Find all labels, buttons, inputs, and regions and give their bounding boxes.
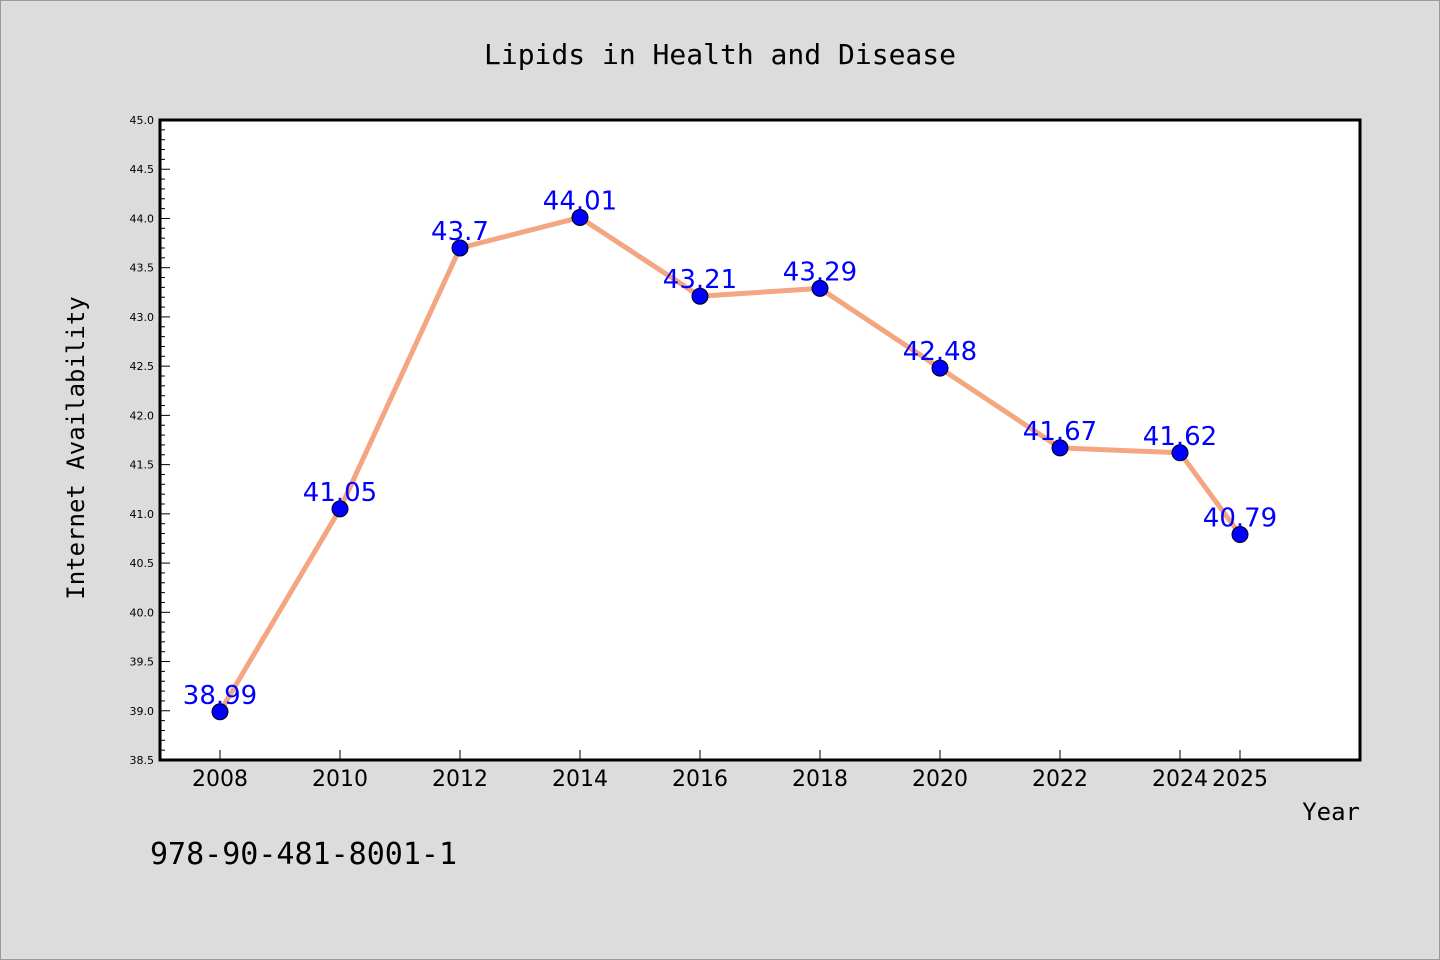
data-label: 44.01 — [543, 186, 617, 216]
y-tick-label: 38.5 — [130, 754, 155, 767]
y-tick-label: 41.0 — [130, 508, 155, 521]
x-tick-label: 2024 — [1152, 767, 1208, 792]
data-point — [331, 500, 349, 518]
y-tick-label: 43.0 — [130, 311, 155, 324]
x-tick-label: 2022 — [1032, 767, 1088, 792]
plot-frame — [158, 118, 1362, 762]
data-label: 42.48 — [903, 337, 977, 367]
y-tick-label: 39.5 — [130, 656, 155, 669]
data-point — [211, 703, 229, 721]
x-tick-label: 2018 — [792, 767, 848, 792]
series-line — [217, 214, 1243, 715]
y-tick-label: 40.0 — [130, 606, 155, 619]
x-tick-label: 2014 — [552, 767, 608, 792]
y-axis-label: Internet Availability — [62, 296, 90, 599]
x-tick-label: 2012 — [432, 767, 488, 792]
y-tick-label: 39.0 — [130, 705, 155, 718]
data-point — [1051, 439, 1069, 457]
plot-area — [160, 120, 1360, 760]
y-tick-label: 42.0 — [130, 409, 155, 422]
data-label: 43.21 — [663, 265, 737, 295]
x-tick-label: 2025 — [1212, 767, 1268, 792]
x-tick-label: 2008 — [192, 767, 248, 792]
data-point — [1231, 526, 1249, 544]
data-point — [811, 279, 829, 297]
y-tick-label: 43.5 — [130, 262, 155, 275]
data-label: 41.05 — [303, 478, 377, 508]
series-layer: 38.99 41.05 43.7 44.01 43.21 43.29 42.48 41.67 4… — [183, 186, 1277, 721]
data-label: 38.99 — [183, 681, 257, 711]
x-tick-label: 2020 — [912, 767, 968, 792]
y-tick-label: 44.0 — [130, 212, 155, 225]
y-tick-label: 42.5 — [130, 360, 155, 373]
data-point — [931, 359, 949, 377]
y-tick-label: 45.0 — [130, 114, 155, 127]
annotation-isbn: 978-90-481-8001-1 — [150, 837, 457, 872]
x-axis-label: Year — [1302, 798, 1360, 826]
data-label: 41.62 — [1143, 422, 1217, 452]
y-axis: 38.5 39.0 39.5 40.0 40.5 41.0 41.5 42.0 42.5 43.0… — [130, 114, 170, 767]
data-point — [571, 208, 589, 226]
data-point — [451, 239, 469, 257]
x-axis: 2008 2010 2012 2014 2016 2018 2020 2022 2024 2025 — [192, 750, 1268, 792]
y-tick-label: 41.5 — [130, 459, 155, 472]
y-tick-label: 44.5 — [130, 163, 155, 176]
data-label: 43.7 — [431, 217, 489, 247]
data-label: 41.67 — [1023, 417, 1097, 447]
x-tick-label: 2010 — [312, 767, 368, 792]
data-point — [1171, 444, 1189, 462]
data-point — [691, 287, 709, 305]
data-label: 43.29 — [783, 257, 857, 287]
data-label: 40.79 — [1203, 504, 1277, 534]
chart-title: Lipids in Health and Disease — [484, 38, 956, 71]
y-tick-label: 40.5 — [130, 557, 155, 570]
x-tick-label: 2016 — [672, 767, 728, 792]
